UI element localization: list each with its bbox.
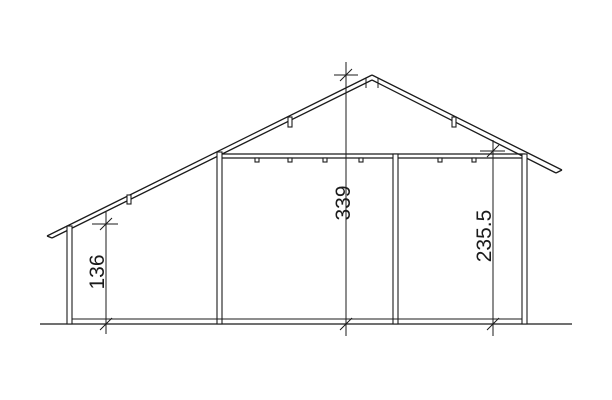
dimension-tick <box>339 68 353 82</box>
beam-notch <box>358 157 364 163</box>
purlin <box>126 194 132 205</box>
dimension-tick <box>486 317 500 331</box>
dimension-label-339: 339 <box>332 185 355 220</box>
posts <box>66 151 528 325</box>
beam-notch <box>287 157 293 163</box>
beam-notch <box>254 157 260 163</box>
purlin <box>287 116 293 128</box>
post-middle-left <box>216 151 223 325</box>
dimension-tick <box>486 144 500 158</box>
purlins <box>126 116 457 205</box>
dimension-left: 136 <box>86 212 118 334</box>
dimension-tick <box>339 317 353 331</box>
post-left <box>66 225 73 325</box>
dimension-ridge: 339 <box>332 62 358 336</box>
beam-notch <box>322 157 328 163</box>
dimension-label-235-5: 235.5 <box>473 210 496 263</box>
dimension-tick <box>99 317 113 331</box>
beam-notch <box>437 157 443 163</box>
post-middle-right <box>392 153 399 325</box>
top-beam <box>220 153 525 163</box>
roof-left-slope-inner <box>51 79 373 239</box>
roof <box>46 74 563 239</box>
post-right <box>521 153 528 325</box>
roof-right-slope-outer <box>371 74 563 171</box>
dimension-tick <box>99 217 113 231</box>
roof-right-slope-inner <box>371 79 557 174</box>
roof-left-slope-outer <box>46 74 373 237</box>
beam-notch <box>471 157 477 163</box>
dimension-label-136: 136 <box>86 254 109 289</box>
dimension-right: 235.5 <box>473 140 505 336</box>
roof-eave-right <box>555 169 563 174</box>
roof-eave-left <box>46 235 53 239</box>
purlin <box>451 116 457 128</box>
